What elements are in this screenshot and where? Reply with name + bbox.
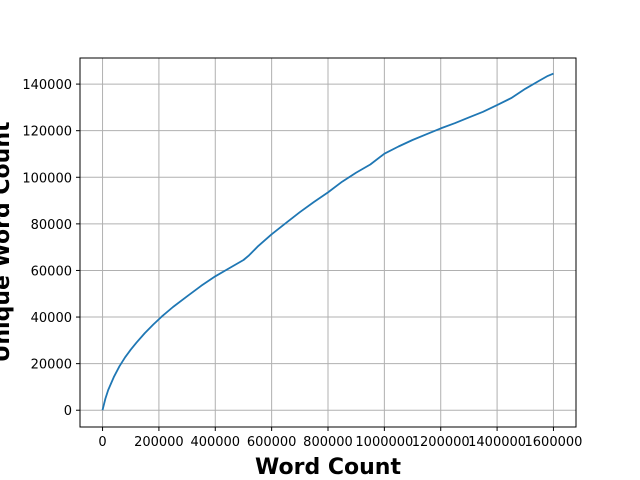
x-axis-label: Word Count — [255, 455, 401, 480]
y-tick-label: 100000 — [22, 171, 72, 186]
y-tick-label: 80000 — [31, 218, 72, 233]
x-axis-ticks: 0 200000 400000 600000 800000 100000012000001… — [98, 427, 582, 450]
x-tick-label: 1000000 — [355, 435, 413, 450]
y-axis-label: Unique Word Count — [0, 121, 15, 362]
x-tick-label: 200000 — [134, 435, 184, 450]
plot-frame — [79, 57, 577, 428]
y-tick-label: 20000 — [31, 358, 72, 373]
x-tick-label: 1200000 — [412, 435, 470, 450]
x-tick-label: 800000 — [303, 435, 353, 450]
series-lines — [101, 72, 554, 411]
x-tick-label: 1600000 — [525, 435, 583, 450]
x-tick-label: 400000 — [190, 435, 240, 450]
y-tick-label: 40000 — [31, 311, 72, 326]
y-tick-label: 140000 — [22, 78, 72, 93]
x-tick-label: 1400000 — [468, 435, 526, 450]
y-tick-label: 120000 — [22, 125, 72, 140]
x-tick-label: 600000 — [247, 435, 297, 450]
y-tick-label: 60000 — [31, 264, 72, 279]
y-tick-label: 0 — [64, 404, 72, 419]
grid-lines — [80, 58, 576, 427]
y-axis-ticks: 0 20000 40000 60000 80000 100000 120000 140000 — [22, 78, 80, 419]
series-line-0 — [101, 72, 554, 411]
x-tick-label: 0 — [98, 435, 106, 450]
